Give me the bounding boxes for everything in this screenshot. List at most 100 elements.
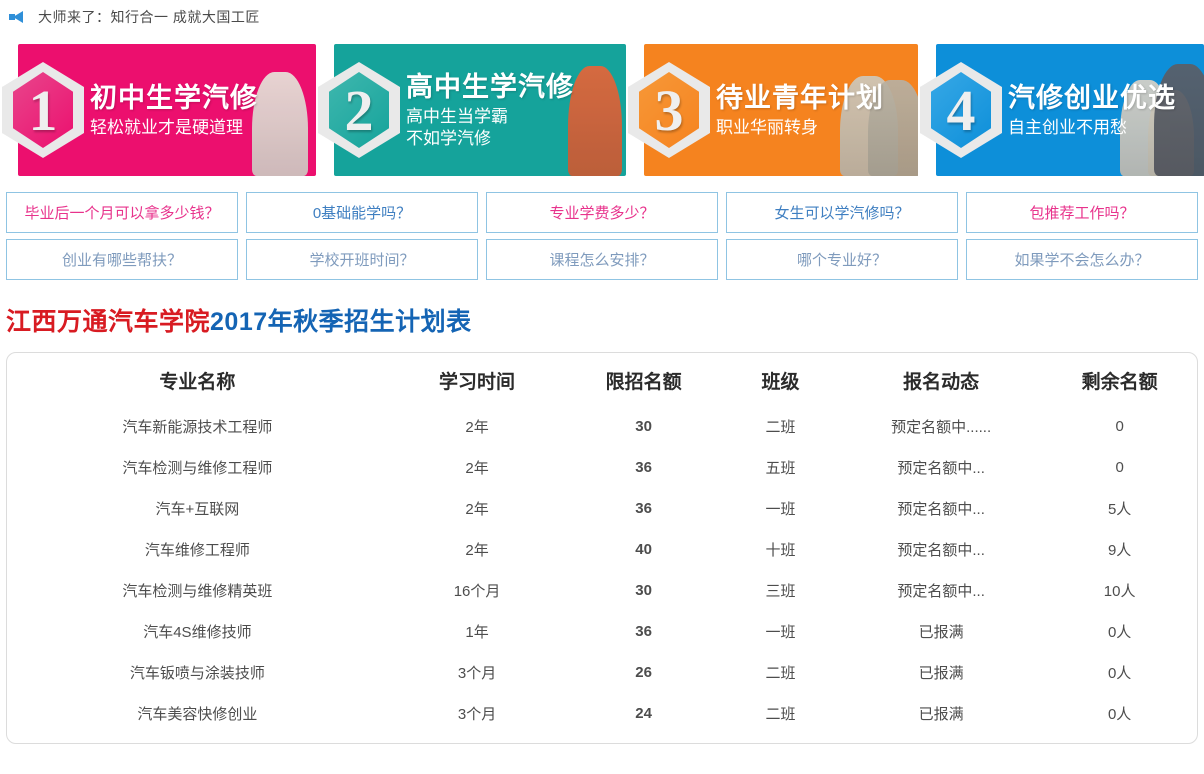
question-button-5[interactable]: 包推荐工作吗？: [966, 192, 1198, 233]
question-button-2[interactable]: 0基础能学吗？: [246, 192, 478, 233]
question-button-7[interactable]: 学校开班时间？: [246, 239, 478, 280]
table-row: 汽车新能源技术工程师 2年 30 二班 预定名额中...... 0: [7, 406, 1197, 447]
cell-duration: 3个月: [457, 706, 497, 723]
banner-subtitle: 高中生当学霸: [406, 106, 508, 126]
cell-major: 汽车+互联网: [155, 501, 240, 518]
cell-status: 预定名额中...: [897, 460, 985, 477]
cell-status: 预定名额中......: [891, 419, 992, 436]
banner-panel-4[interactable]: 4 汽修创业优选 自主创业不用愁: [918, 34, 1204, 186]
cell-duration: 2年: [465, 542, 489, 559]
cell-class: 二班: [765, 665, 796, 682]
cell-major: 汽车检测与维修精英班: [122, 583, 273, 600]
question-button-label: 毕业后一个月可以拿多少钱？: [24, 205, 220, 222]
banner-number: 1: [28, 77, 58, 143]
table-column-header: 报名动态: [903, 372, 980, 393]
question-button-label: 包推荐工作吗？: [1029, 205, 1135, 222]
cell-status: 已报满: [840, 734, 1042, 743]
cell-quota: 30: [635, 418, 652, 435]
question-button-label: 哪个专业好？: [796, 252, 887, 269]
question-button-1[interactable]: 毕业后一个月可以拿多少钱？: [6, 192, 238, 233]
table-row: 汽车美容创业2个月30一班已报满0人: [7, 734, 1197, 743]
cell-quota: 36: [635, 459, 652, 476]
table-column-header: 专业名称: [159, 372, 236, 393]
cell-quota: 30: [566, 734, 721, 743]
cell-class: 二班: [765, 419, 796, 436]
cell-duration: 1年: [465, 624, 489, 641]
cell-duration: 2年: [465, 419, 489, 436]
cell-major: 汽车美容创业: [7, 734, 388, 743]
banner-strip: 1 初中生学汽修 轻松就业才是硬道理 2 高中生学汽修 高中生当学霸 不如学汽修 3 待业青年计…: [0, 34, 1204, 186]
banner-text-block: 汽修创业优选 自主创业不用愁: [1008, 83, 1176, 138]
banner-panel-1[interactable]: 1 初中生学汽修 轻松就业才是硬道理: [0, 34, 316, 186]
table-column-header: 限招名额: [605, 372, 682, 393]
question-button-9[interactable]: 哪个专业好？: [726, 239, 958, 280]
banner-subtitle-2: 不如学汽修: [406, 128, 491, 148]
cell-quota: 30: [635, 582, 652, 599]
cell-class: 十班: [765, 542, 796, 559]
cell-duration: 2年: [465, 460, 489, 477]
cell-class: 一班: [721, 734, 840, 743]
banner-title: 待业青年计划: [716, 82, 884, 113]
notice-bar: 大师来了：知行合一 成就大国工匠: [0, 0, 1204, 34]
cell-remaining: 0: [1115, 459, 1124, 476]
cell-quota: 36: [635, 623, 652, 640]
cell-remaining: 0人: [1107, 665, 1132, 682]
banner-person-silhouette: [868, 80, 918, 176]
cell-quota: 24: [635, 705, 652, 722]
banner-text-block: 初中生学汽修 轻松就业才是硬道理: [90, 83, 258, 138]
page-title-term: 2017年秋季招生计划表: [210, 308, 472, 336]
table-row: 汽车4S维修技师 1年 36 一班 已报满 0人: [7, 611, 1197, 652]
cell-quota: 36: [635, 500, 652, 517]
enrollment-plan-table: 专业名称 学习时间 限招名额 班级 报名动态 剩余名额 汽车新能源技术工程师 2年 30 二班预…: [7, 353, 1197, 743]
cell-major: 汽车美容快修创业: [137, 706, 258, 723]
banner-panel-2[interactable]: 2 高中生学汽修 高中生当学霸 不如学汽修: [316, 34, 626, 186]
cell-status: 已报满: [918, 665, 964, 682]
cell-major: 汽车新能源技术工程师: [122, 419, 273, 436]
cell-class: 一班: [765, 624, 796, 641]
banner-hexagon-badge: 1: [2, 62, 84, 158]
cell-quota: 40: [635, 541, 652, 558]
table-body: 汽车新能源技术工程师 2年 30 二班 预定名额中...... 0 汽车检测与维修工程师 2年…: [7, 406, 1197, 743]
cell-quota: 26: [635, 664, 652, 681]
cell-major: 汽车钣喷与涂装技师: [129, 665, 265, 682]
cell-major: 汽车检测与维修工程师: [122, 460, 273, 477]
cell-remaining: 0人: [1107, 706, 1132, 723]
enrollment-plan-table-container: 专业名称 学习时间 限招名额 班级 报名动态 剩余名额 汽车新能源技术工程师 2年 30 二班预…: [6, 352, 1198, 744]
banner-number: 3: [654, 77, 684, 143]
banner-hexagon-badge: 2: [318, 62, 400, 158]
table-row: 汽车检测与维修工程师 2年 36 五班 预定名额中... 0: [7, 447, 1197, 488]
banner-panel-3[interactable]: 3 待业青年计划 职业华丽转身: [626, 34, 918, 186]
cell-remaining: 0人: [1107, 624, 1132, 641]
question-button-8[interactable]: 课程怎么安排？: [486, 239, 718, 280]
question-button-label: 如果学不会怎么办？: [1014, 252, 1150, 269]
cell-remaining: 5人: [1107, 501, 1132, 518]
banner-person-silhouette: [1154, 64, 1204, 176]
cell-major: 汽车4S维修技师: [143, 624, 252, 641]
table-row: 汽车美容快修创业 3个月 24 二班 已报满 0人: [7, 693, 1197, 734]
banner-hexagon-badge: 4: [920, 62, 1002, 158]
table-header-row: 专业名称 学习时间 限招名额 班级 报名动态 剩余名额: [7, 353, 1197, 406]
question-button-6[interactable]: 创业有哪些帮扶？: [6, 239, 238, 280]
cell-duration: 2个月: [388, 734, 567, 743]
table-column-header: 剩余名额: [1081, 372, 1158, 393]
table-column-header: 学习时间: [439, 372, 516, 393]
question-button-4[interactable]: 女生可以学汽修吗？: [726, 192, 958, 233]
table-column-header: 班级: [761, 372, 800, 393]
cell-class: 二班: [765, 706, 796, 723]
page-title: 江西万通汽车学院2017年秋季招生计划表: [6, 302, 1204, 338]
question-button-3[interactable]: 专业学费多少？: [486, 192, 718, 233]
cell-status: 已报满: [918, 706, 964, 723]
banner-person-silhouette: [252, 72, 308, 176]
question-button-label: 学校开班时间？: [309, 252, 415, 269]
table-row: 汽车检测与维修精英班 16个月 30 三班 预定名额中... 10人: [7, 570, 1197, 611]
question-button-10[interactable]: 如果学不会怎么办？: [966, 239, 1198, 280]
cell-status: 预定名额中...: [897, 501, 985, 518]
banner-text-block: 待业青年计划 职业华丽转身: [716, 83, 884, 138]
table-row: 汽车+互联网 2年 36 一班 预定名额中... 5人: [7, 488, 1197, 529]
cell-status: 已报满: [918, 624, 964, 641]
banner-subtitle: 轻松就业才是硬道理: [90, 117, 243, 137]
question-button-label: 创业有哪些帮扶？: [61, 252, 182, 269]
cell-class: 三班: [765, 583, 796, 600]
cell-remaining: 0: [1115, 418, 1124, 435]
banner-number: 4: [946, 77, 976, 143]
